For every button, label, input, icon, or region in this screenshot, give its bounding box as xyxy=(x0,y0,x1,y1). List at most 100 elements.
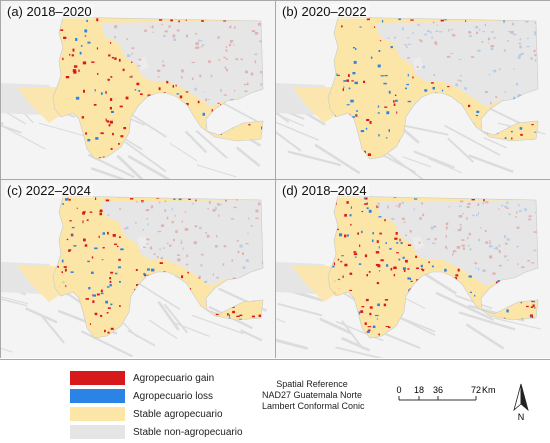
gain-pixel xyxy=(342,88,344,92)
gain-pixel xyxy=(400,151,402,153)
loss-pixel xyxy=(343,80,347,82)
loss-pixel xyxy=(397,323,401,326)
gain-pixel xyxy=(100,289,103,293)
loss-pixel xyxy=(507,163,509,165)
gain-pixel xyxy=(95,197,97,200)
gain-pixel xyxy=(263,292,266,294)
loss-pixel xyxy=(467,129,470,132)
loss-pixel xyxy=(328,205,332,208)
gain-pixel xyxy=(66,334,69,337)
gain-pixel xyxy=(364,254,368,258)
loss-pixel xyxy=(353,60,357,64)
loss-pixel xyxy=(417,108,422,112)
gain-pixel xyxy=(445,313,449,316)
loss-pixel xyxy=(86,19,88,23)
loss-pixel xyxy=(337,278,341,281)
loss-pixel xyxy=(352,47,356,49)
gain-pixel xyxy=(363,203,367,205)
hillshade-ridge xyxy=(170,320,210,337)
loss-pixel xyxy=(339,233,343,237)
loss-pixel xyxy=(367,330,370,333)
gain-pixel xyxy=(328,211,330,214)
gain-pixel xyxy=(383,303,387,307)
gain-pixel xyxy=(337,258,340,261)
gain-pixel xyxy=(118,236,121,239)
legend-item-gain: Agropecuario gain xyxy=(70,371,214,385)
loss-pixel xyxy=(203,311,206,315)
gain-pixel xyxy=(136,82,140,86)
gain-pixel xyxy=(209,146,211,150)
gain-pixel xyxy=(330,245,332,249)
loss-pixel xyxy=(117,266,122,269)
loss-pixel xyxy=(391,150,393,154)
gain-pixel xyxy=(341,25,343,28)
gain-pixel xyxy=(158,95,161,97)
gain-pixel xyxy=(82,212,85,215)
gain-pixel xyxy=(181,300,184,302)
loss-pixel xyxy=(388,90,391,94)
gain-pixel xyxy=(379,40,382,42)
gain-pixel xyxy=(108,54,111,57)
gain-pixel xyxy=(84,35,87,37)
gain-pixel xyxy=(111,56,114,59)
gain-pixel xyxy=(139,93,143,95)
gain-pixel xyxy=(66,238,69,241)
loss-pixel xyxy=(92,294,97,297)
loss-pixel xyxy=(101,259,104,261)
hillshade-ridge xyxy=(240,329,263,342)
gain-pixel xyxy=(380,158,384,159)
gain-pixel xyxy=(107,78,110,81)
gain-pixel xyxy=(188,198,191,200)
gain-pixel xyxy=(152,335,155,338)
loss-pixel xyxy=(385,242,387,244)
gain-pixel xyxy=(393,274,396,277)
loss-pixel xyxy=(336,73,338,76)
gain-pixel xyxy=(251,16,254,17)
loss-pixel xyxy=(512,291,515,294)
gain-pixel xyxy=(139,125,143,128)
non-agro-overlay xyxy=(376,200,538,286)
loss-pixel xyxy=(343,312,347,315)
gain-pixel xyxy=(158,87,161,91)
non-agro-overlay xyxy=(101,21,263,107)
hillshade-ridge xyxy=(136,281,181,311)
gain-pixel xyxy=(462,325,466,328)
loss-pixel xyxy=(71,234,74,237)
gain-pixel xyxy=(367,153,371,156)
loss-pixel xyxy=(370,56,373,59)
gain-pixel xyxy=(331,19,333,21)
loss-pixel xyxy=(441,332,444,335)
gain-pixel xyxy=(187,271,189,274)
loss-pixel xyxy=(348,87,351,90)
gain-pixel xyxy=(96,293,100,296)
legend-swatch-loss xyxy=(70,389,125,403)
gain-pixel xyxy=(336,74,341,76)
loss-pixel xyxy=(153,338,155,340)
loss-pixel xyxy=(338,343,341,345)
loss-pixel xyxy=(497,280,500,283)
spatial-reference-datum: NAD27 Guatemala Norte xyxy=(262,390,363,400)
gain-pixel xyxy=(208,17,212,19)
gain-pixel xyxy=(412,196,416,197)
gain-pixel xyxy=(457,268,460,272)
gain-pixel xyxy=(259,315,263,318)
gain-pixel xyxy=(196,140,200,142)
gain-pixel xyxy=(457,306,460,310)
loss-pixel xyxy=(380,75,385,77)
gain-pixel xyxy=(76,207,78,209)
stable-agro-west-lobe xyxy=(292,266,342,302)
gain-pixel xyxy=(440,19,444,22)
gain-pixel xyxy=(185,103,189,106)
loss-pixel xyxy=(424,89,428,92)
loss-pixel xyxy=(372,325,376,329)
gain-pixel xyxy=(62,57,64,61)
spatial-reference-title: Spatial Reference xyxy=(276,379,348,389)
loss-pixel xyxy=(505,151,509,153)
gain-pixel xyxy=(399,238,401,242)
gain-pixel xyxy=(456,118,459,121)
loss-pixel xyxy=(80,45,83,47)
loss-pixel xyxy=(378,270,381,272)
gain-pixel xyxy=(53,76,54,80)
panel-d-label: (d) 2018–2024 xyxy=(280,183,369,198)
gain-pixel xyxy=(365,203,368,205)
